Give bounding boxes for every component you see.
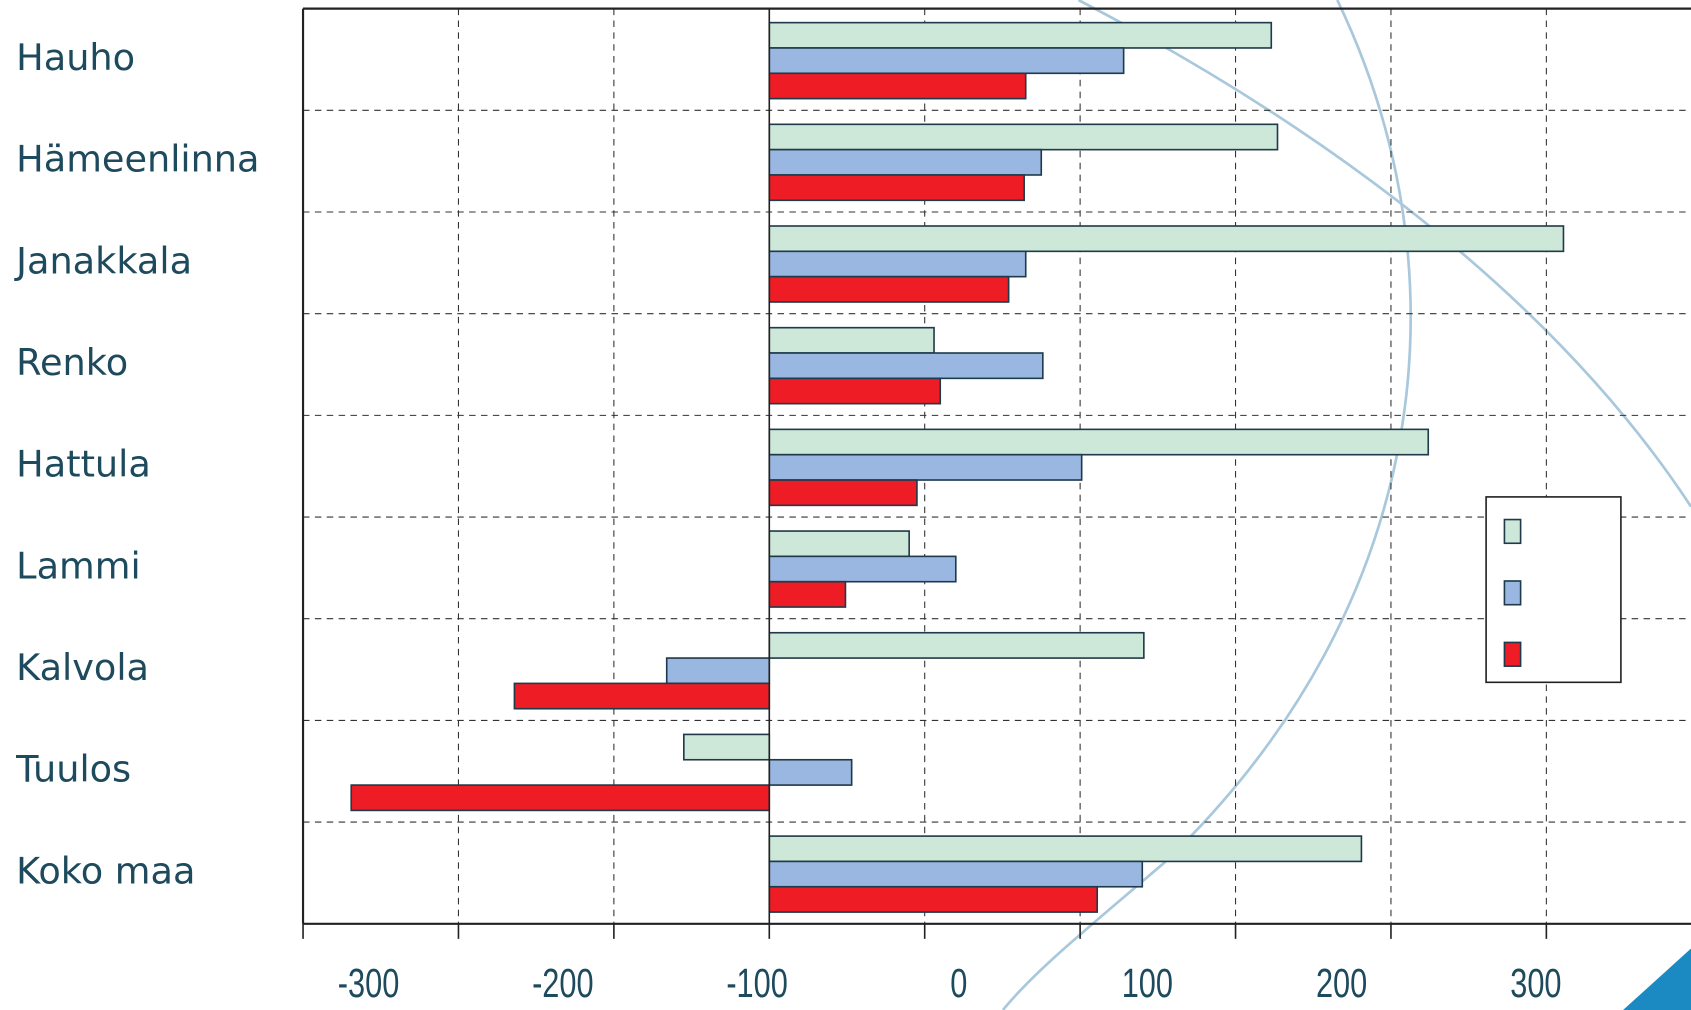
bar [768, 580, 847, 608]
plot: -300-200-1000100200300400500600HauhoHäme… [14, 7, 1691, 1006]
bar [768, 225, 1565, 253]
category-label: Koko maa [16, 849, 195, 892]
category-label: Tuulos [15, 748, 131, 791]
legend: 200220032004 [1485, 496, 1622, 684]
bar [768, 453, 1083, 481]
x-tick-label: -300 [338, 960, 400, 1006]
category-label: Hauho [16, 36, 135, 79]
bar [768, 479, 918, 507]
arc [1001, 0, 1412, 1010]
x-tick-label: 200 [1316, 960, 1367, 1006]
bar [768, 47, 1125, 75]
x-tick-label: 0 [950, 960, 967, 1006]
bar [768, 530, 910, 558]
bar [768, 148, 1043, 176]
category-label: Kalvola [16, 646, 149, 689]
bar [768, 174, 1025, 202]
bar [768, 377, 942, 405]
bar [768, 21, 1273, 49]
bar [768, 835, 1363, 863]
bar [768, 250, 1027, 278]
category-label: Hattula [16, 443, 151, 486]
bar [768, 352, 1044, 380]
legend-swatch [1503, 580, 1522, 606]
bar [350, 784, 771, 812]
x-tick-label: 100 [1122, 960, 1173, 1006]
bar [768, 428, 1430, 456]
bar [768, 72, 1027, 100]
category-label: Lammi [16, 544, 140, 587]
bar [768, 860, 1144, 888]
bar [683, 733, 771, 761]
bar [768, 123, 1279, 151]
bar [513, 682, 771, 710]
bar [768, 758, 853, 786]
category-label: Hämeenlinna [16, 138, 259, 181]
bar [768, 275, 1010, 303]
category-label: Renko [16, 341, 128, 384]
bar [768, 631, 1145, 659]
x-tick-label: -200 [532, 960, 594, 1006]
legend-swatch [1503, 641, 1522, 667]
category-label: Janakkala [14, 239, 192, 282]
corner-triangle [1623, 948, 1691, 1010]
legend-swatch [1503, 518, 1522, 545]
x-tick-label: -100 [726, 960, 788, 1006]
bar [768, 326, 935, 354]
bar [768, 885, 1099, 913]
bar [665, 657, 771, 685]
x-tick-label: 300 [1510, 960, 1561, 1006]
bar [768, 555, 957, 583]
